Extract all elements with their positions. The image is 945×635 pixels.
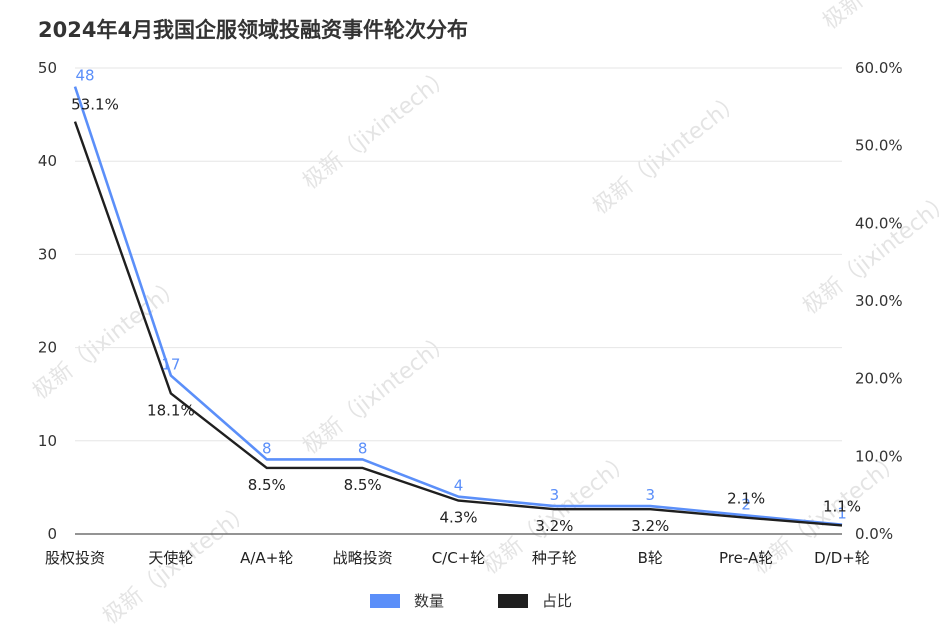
legend-item-count[interactable]: 数量: [370, 590, 444, 611]
data-label-count: 48: [75, 67, 94, 85]
data-label-count: 8: [358, 439, 368, 457]
x-category-label: 股权投资: [45, 549, 105, 567]
x-category-label: A/A+轮: [240, 549, 293, 567]
data-label-share: 2.1%: [727, 490, 765, 508]
watermark-layer: 极新（jixintech）极新（jixintech） 极新（jixintech）极…: [28, 0, 945, 630]
grid-lines: [75, 67, 842, 442]
data-label-share: 4.3%: [439, 509, 477, 527]
chart-title: 2024年4月我国企服领域投融资事件轮次分布: [38, 18, 469, 42]
data-label-count: 17: [161, 356, 180, 374]
y-left-tick-label: 50: [38, 59, 57, 77]
series-line-count: [73, 86, 843, 526]
legend-swatch-count: [370, 593, 400, 608]
y-right-tick-label: 10.0%: [855, 447, 903, 465]
y-right-tick-label: 50.0%: [855, 137, 903, 155]
y-right-tick-label: 40.0%: [855, 214, 903, 232]
y-left-tick-label: 0: [47, 525, 57, 543]
legend-swatch-share: [498, 593, 528, 608]
legend-label-count: 数量: [414, 592, 445, 610]
x-category-label: D/D+轮: [814, 549, 870, 567]
y-left-tick-label: 40: [38, 152, 57, 170]
watermark-text: 极新（jixintech）: [818, 0, 945, 35]
series-line-share: [73, 121, 843, 527]
y-left-tick-label: 10: [38, 432, 57, 450]
data-label-share: 53.1%: [71, 96, 119, 114]
data-label-count: 3: [550, 486, 560, 504]
y-right-tick-label: 30.0%: [855, 292, 903, 310]
x-category-label: 天使轮: [148, 549, 193, 567]
x-category-label: C/C+轮: [432, 549, 486, 567]
legend-label-share: 占比: [542, 592, 573, 610]
watermark-text: 极新（jixintech）: [588, 88, 746, 219]
x-category-label: B轮: [638, 549, 663, 567]
legend-item-share[interactable]: 占比: [498, 590, 572, 611]
data-label-share: 18.1%: [147, 401, 195, 419]
legend: 数量 占比: [0, 590, 945, 614]
y-left-tick-label: 20: [38, 339, 57, 357]
data-label-count: 4: [454, 477, 464, 495]
data-label-share: 3.2%: [631, 517, 669, 535]
data-label-share: 8.5%: [344, 476, 382, 494]
data-label-share: 1.1%: [823, 497, 861, 515]
watermark-text: 极新（jixintech）: [298, 63, 456, 194]
data-label-count: 8: [262, 439, 272, 457]
data-label-count: 3: [645, 486, 655, 504]
y-left-tick-label: 30: [38, 245, 57, 263]
y-right-tick-label: 60.0%: [855, 59, 903, 77]
x-category-label: 种子轮: [532, 549, 577, 567]
x-category-label: 战略投资: [333, 549, 393, 567]
data-label-count: 1: [837, 505, 847, 523]
x-category-label: Pre-A轮: [719, 549, 773, 567]
series-lines: [73, 86, 843, 527]
y-right-tick-label: 20.0%: [855, 370, 903, 388]
data-label-count: 2: [741, 495, 751, 513]
axes: 0 10 20 30 40 50 0.0% 10.0% 20.0% 30.0% 40.0% 50.0%…: [38, 59, 903, 567]
data-label-share: 8.5%: [248, 476, 286, 494]
data-label-share: 3.2%: [535, 517, 573, 535]
y-right-tick-label: 0.0%: [855, 525, 893, 543]
data-labels: 48 17 8 8 4 3 3 2 1 53.1% 18.1% 8.5% 8.5% 4.3% 3.2% 3.2…: [71, 67, 861, 536]
